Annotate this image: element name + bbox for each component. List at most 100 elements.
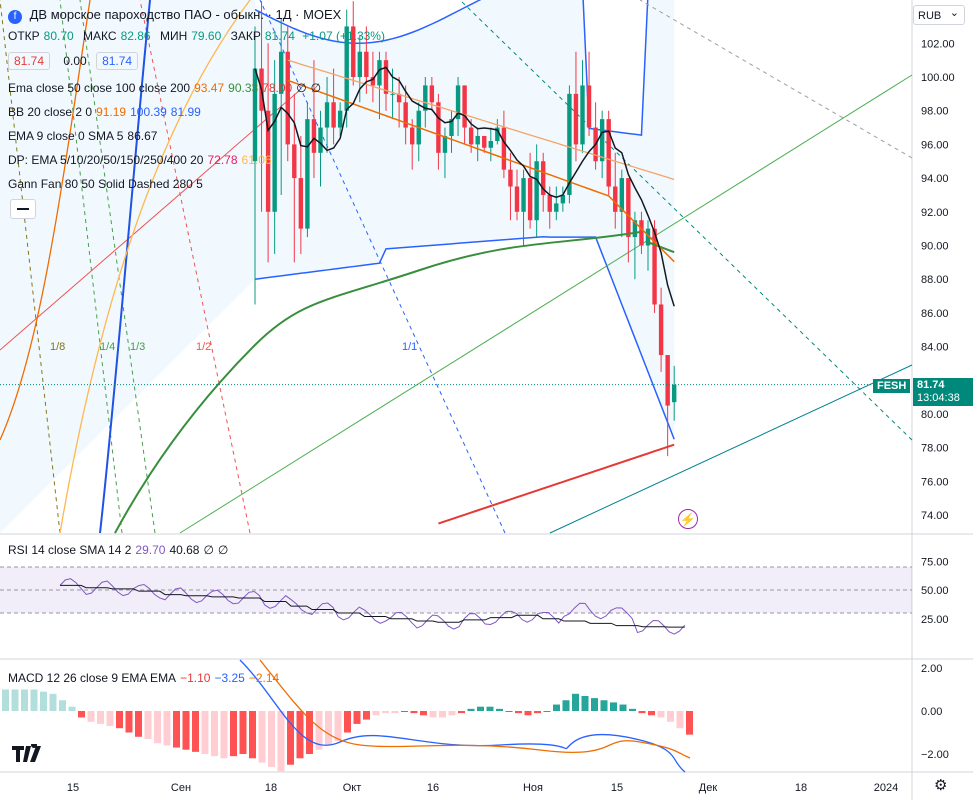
macd-histogram-bar: [420, 711, 427, 716]
indicator-legend-4[interactable]: Gann Fan 80 50 Solid Dashed 280 5: [8, 177, 207, 191]
candle-body: [364, 51, 369, 77]
tradingview-logo-icon[interactable]: [12, 742, 44, 767]
macd-histogram-bar: [467, 708, 475, 711]
candle-body: [279, 51, 284, 94]
indicator-value: 91.19: [96, 105, 127, 119]
candle-body: [547, 194, 552, 212]
macd-histogram-bar: [220, 711, 228, 759]
indicator-value: ∅: [296, 81, 307, 95]
macd-legend: MACD 12 26 close 9 EMA EMA −1.10 −3.25 −2.1…: [8, 671, 283, 685]
open-label: ОТКР: [8, 29, 40, 43]
ema-200-line: [438, 443, 675, 525]
high-value: 82.86: [120, 29, 151, 43]
candle-body: [318, 127, 323, 153]
rsi-ma-line: [60, 584, 685, 628]
candle-body: [521, 178, 526, 212]
price-tick-label: 88.00: [921, 274, 949, 286]
macd-histogram-bar: [629, 708, 636, 711]
candle-body: [632, 220, 638, 238]
candle-body: [442, 135, 448, 153]
indicator-legend-2[interactable]: EMA 9 close 0 SMA 5 86.67: [8, 129, 161, 143]
symbol-legend: f ДВ морское пароходство ПАО - обыкн. · …: [8, 8, 345, 24]
rsi-tick-label: 50.00: [921, 585, 949, 597]
settings-gear-icon[interactable]: ⚙: [934, 777, 948, 794]
price-tick-label: 76.00: [921, 476, 949, 488]
price-tick-label: 90.00: [921, 241, 949, 253]
symbol-title[interactable]: ДВ морское пароходство ПАО - обыкн. · 1Д…: [29, 7, 342, 22]
macd-histogram-bar: [78, 711, 85, 718]
indicator-legend-3[interactable]: DP: EMA 5/10/20/50/150/250/400 20 72.78 61…: [8, 153, 276, 167]
macd-histogram-bar: [458, 711, 465, 714]
last-price-value: 81.74: [917, 379, 945, 391]
candle-body: [449, 119, 454, 136]
candle-body: [377, 60, 382, 86]
candle-body: [370, 77, 376, 86]
macd-histogram-bar: [239, 711, 247, 754]
macd-histogram-bar: [591, 698, 598, 711]
price-tick-label: 102.00: [921, 38, 955, 50]
macd-histogram-bar: [296, 711, 304, 759]
macd-histogram-bar: [553, 704, 560, 711]
candle-body: [626, 178, 631, 238]
dp-ema-line: [59, 0, 251, 534]
candle-body: [613, 186, 618, 212]
candle-body: [652, 228, 657, 305]
price-tick-label: 92.00: [921, 207, 949, 219]
currency-select[interactable]: RUB: [913, 3, 965, 25]
macd-histogram-bar: [230, 711, 237, 757]
macd-histogram-bar: [87, 711, 95, 722]
candle-body: [495, 127, 500, 142]
macd-histogram-bar: [353, 711, 361, 724]
macd-histogram-bar: [163, 711, 171, 746]
close-value: 81.74: [264, 29, 295, 43]
indicator-legend-0[interactable]: Ema close 50 close 100 close 200 93.47 90.…: [8, 81, 325, 95]
macd-histogram-bar: [581, 695, 589, 711]
macd-histogram-bar: [306, 711, 313, 754]
macd-histogram-bar: [315, 711, 323, 750]
candle-body: [514, 186, 520, 212]
indicator-name: EMA 9 close 0 SMA 5: [8, 129, 124, 143]
candle-body: [527, 178, 533, 221]
gann-dashed-line: [459, 0, 913, 441]
candle-body: [606, 119, 611, 187]
candle-body: [298, 178, 304, 229]
indicator-name: DP: EMA 5/10/20/50/150/250/400 20: [8, 153, 204, 167]
candle-body: [337, 110, 343, 128]
gann-ratio-label: 1/1: [402, 341, 417, 353]
pane-name: RSI 14 close SMA 14 2: [8, 543, 132, 557]
macd-histogram-bar: [439, 711, 446, 718]
macd-histogram-bar: [363, 711, 370, 720]
price-tick-label: 80.00: [921, 409, 949, 421]
ohlc-legend: ОТКР 80.70 МАКС 82.86 МИН 79.60 ЗАКР 81.74 +…: [8, 29, 389, 43]
candle-body: [429, 85, 435, 103]
lightning-icon[interactable]: ⚡: [678, 509, 698, 529]
ask-box[interactable]: 81.74: [96, 52, 139, 70]
macd-histogram-bar: [154, 711, 161, 744]
pane-value: −3.25: [214, 671, 245, 685]
macd-histogram-bar: [173, 711, 180, 748]
gann-ratio-label: 1/3: [130, 341, 145, 353]
candle-body: [554, 203, 559, 212]
candle-body: [534, 161, 539, 221]
indicator-legend-1[interactable]: BB 20 close 2 0 91.19 100.39 81.99: [8, 105, 205, 119]
macd-histogram-bar: [2, 689, 9, 711]
candle-body: [462, 85, 467, 128]
macd-histogram-bar: [334, 711, 342, 742]
candle-body: [423, 85, 428, 111]
candle-body: [272, 93, 277, 212]
candle-body: [331, 102, 336, 128]
price-tick-label: 74.00: [921, 510, 949, 522]
macd-histogram-bar: [496, 708, 503, 711]
candle-body: [455, 85, 461, 120]
change-value: +1.07 (+1.33%): [302, 29, 385, 43]
bid-box[interactable]: 81.74: [8, 52, 51, 70]
macd-histogram-bar: [30, 689, 38, 711]
collapse-legend-button[interactable]: [10, 199, 36, 219]
candle-body: [311, 119, 317, 153]
macd-histogram-bar: [182, 711, 190, 750]
candle-body: [567, 93, 572, 195]
candle-body: [508, 169, 513, 187]
gann-dashed-line: [259, 0, 506, 534]
